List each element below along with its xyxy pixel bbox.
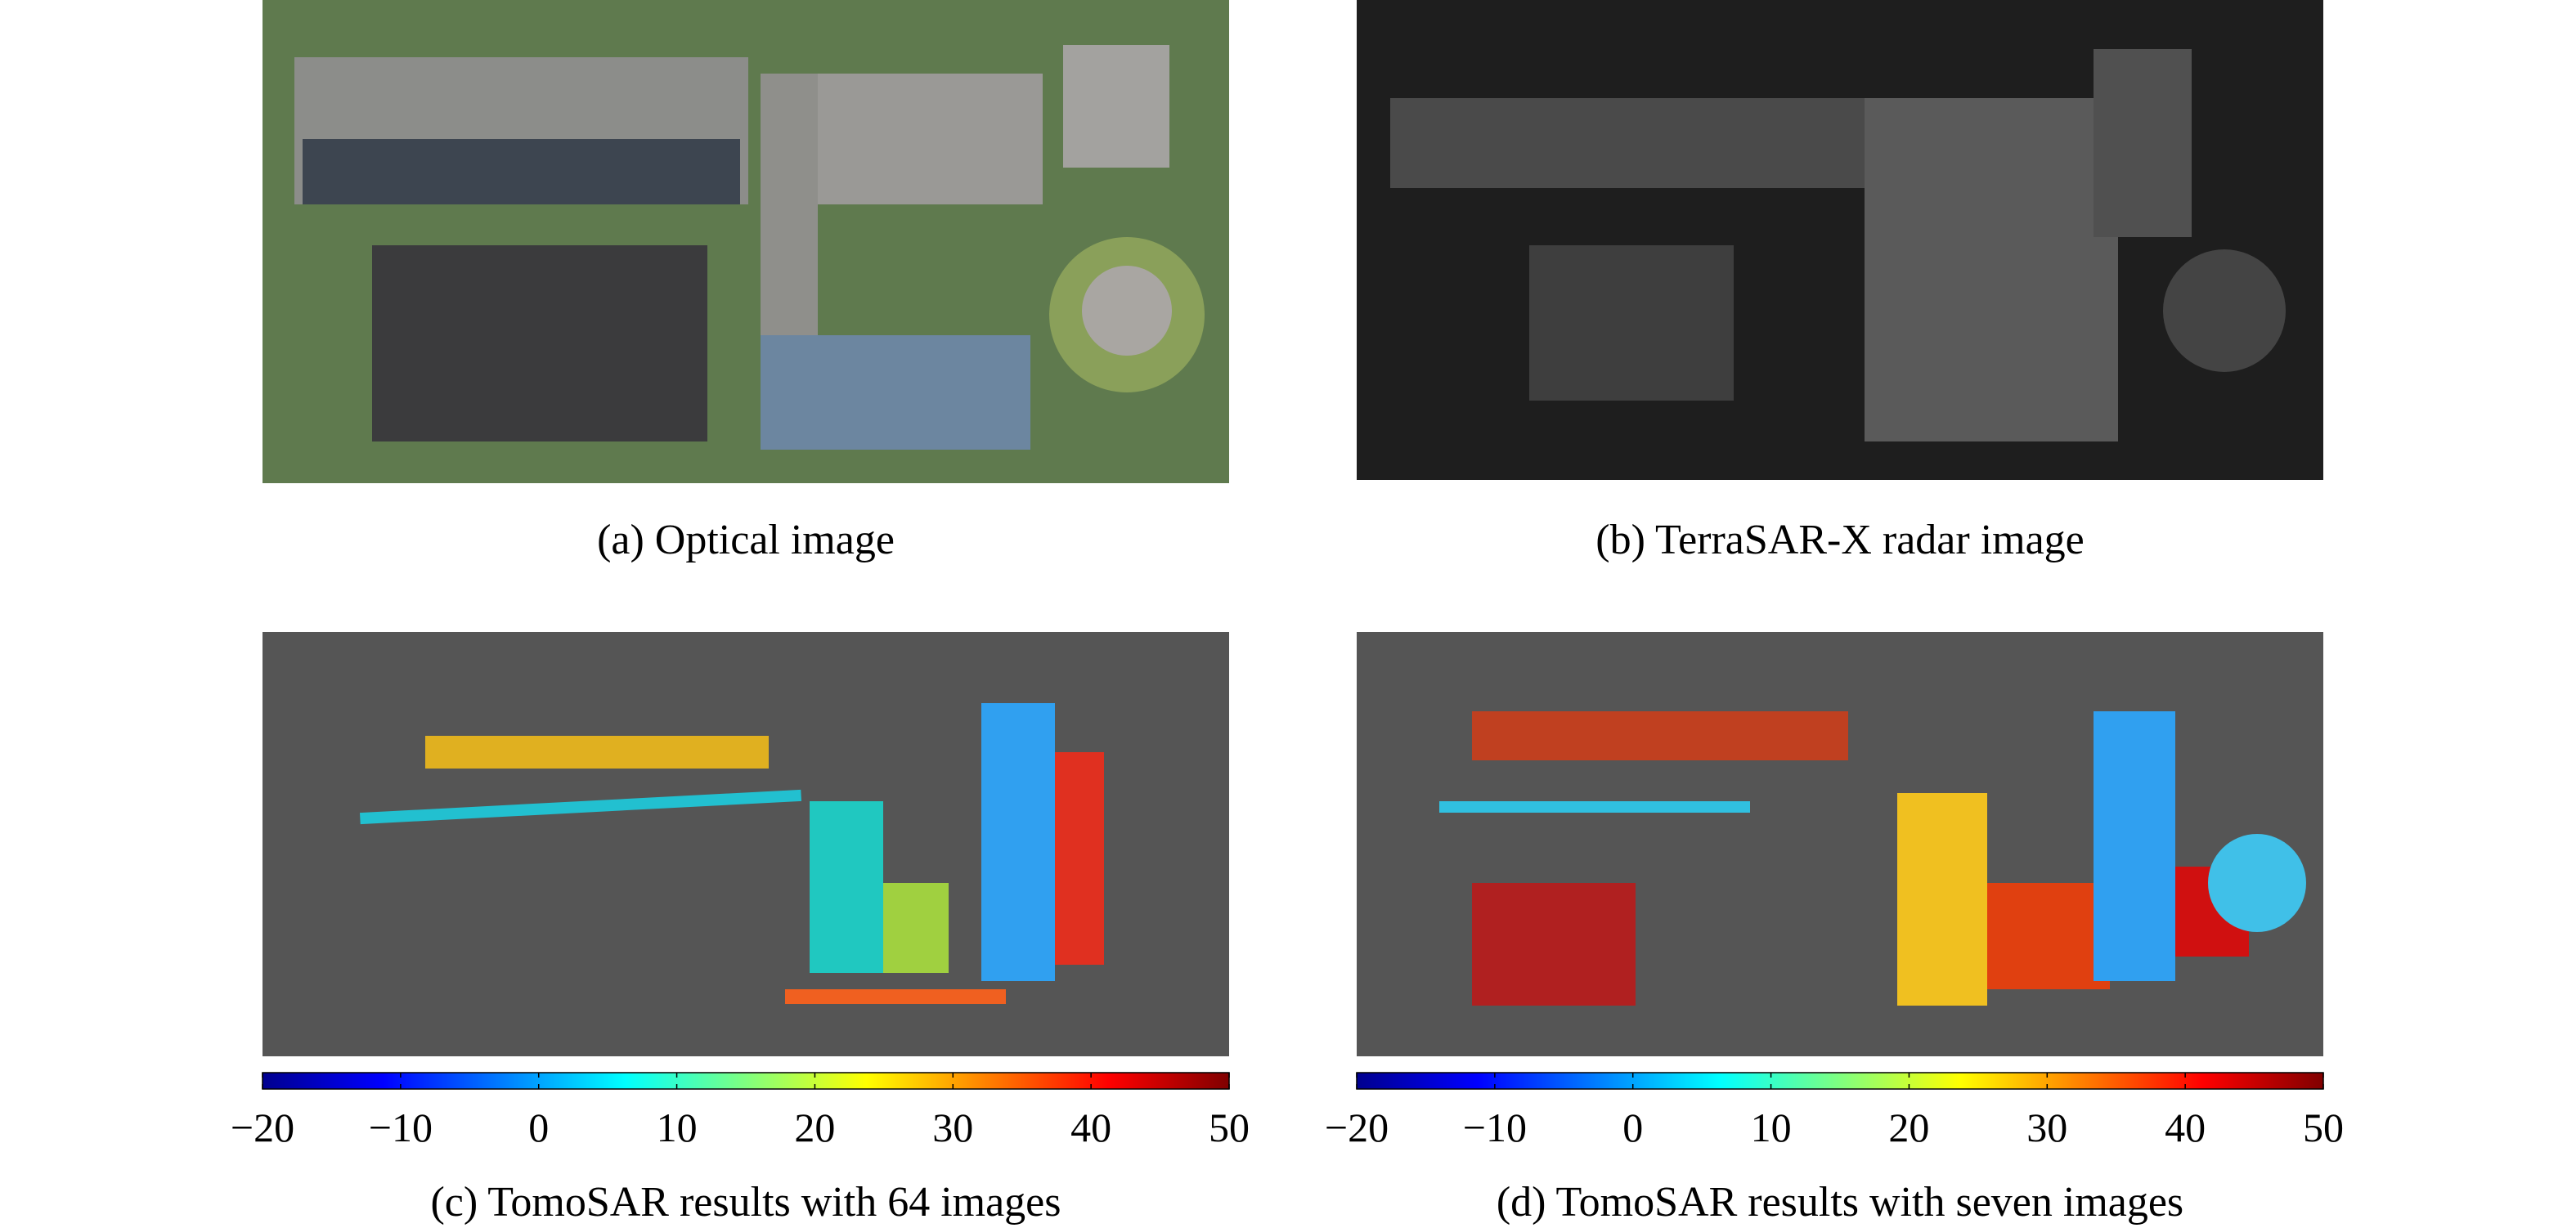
tomosar-image-64 xyxy=(263,632,1229,1056)
colorbar xyxy=(262,1072,1230,1090)
caption: (b) TerraSAR-X radar image xyxy=(1595,517,2085,563)
colorbar-tick-label: −20 xyxy=(1325,1105,1389,1150)
colorbar-tick-label: 20 xyxy=(794,1105,835,1150)
colorbar-tick-label: 50 xyxy=(2303,1105,2344,1150)
colorbar-tick-label: 0 xyxy=(1622,1105,1643,1150)
colorbar-tick-label: 0 xyxy=(528,1105,549,1150)
colorbar-tick-label: −20 xyxy=(231,1105,294,1150)
tomosar-image-seven xyxy=(1357,632,2323,1056)
colorbar-tick-label: −10 xyxy=(369,1105,433,1150)
colorbar-tick-label: 20 xyxy=(1888,1105,1929,1150)
colorbar xyxy=(1356,1072,2324,1090)
colorbar-tick-label: 10 xyxy=(1751,1105,1792,1150)
colorbar-tick-label: 30 xyxy=(2026,1105,2067,1150)
caption: (c) TomoSAR results with 64 images xyxy=(430,1179,1061,1226)
colorbar-tick-label: 40 xyxy=(1070,1105,1111,1150)
colorbar-tick-label: 50 xyxy=(1209,1105,1250,1150)
optical-image xyxy=(263,0,1229,483)
colorbar-tick-label: 30 xyxy=(932,1105,973,1150)
colorbar-tick-label: −10 xyxy=(1463,1105,1527,1150)
colorbar-tick-label: 10 xyxy=(657,1105,698,1150)
caption: (a) Optical image xyxy=(597,517,895,563)
caption: (d) TomoSAR results with seven images xyxy=(1497,1179,2183,1226)
radar-image xyxy=(1357,0,2323,480)
colorbar-tick-label: 40 xyxy=(2165,1105,2206,1150)
